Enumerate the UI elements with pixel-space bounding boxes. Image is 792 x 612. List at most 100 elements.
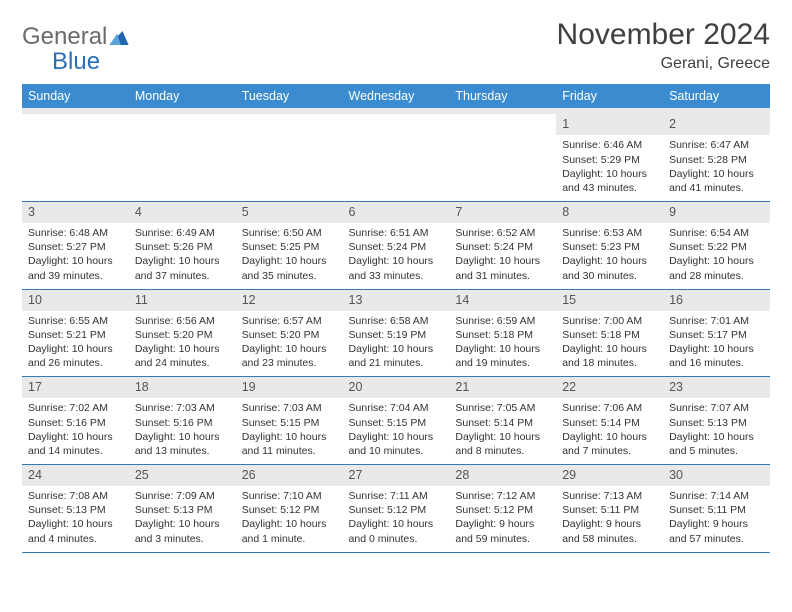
day-number: 26 — [236, 465, 343, 486]
day-number: 10 — [22, 290, 129, 311]
day-number: 20 — [343, 377, 450, 398]
week-row: 17Sunrise: 7:02 AMSunset: 5:16 PMDayligh… — [22, 377, 770, 465]
day-cell: 25Sunrise: 7:09 AMSunset: 5:13 PMDayligh… — [129, 465, 236, 553]
week-row: 3Sunrise: 6:48 AMSunset: 5:27 PMDaylight… — [22, 202, 770, 290]
day-cell: .. — [236, 114, 343, 201]
day-cell: 30Sunrise: 7:14 AMSunset: 5:11 PMDayligh… — [663, 465, 770, 553]
dow-cell: Saturday — [663, 84, 770, 108]
day-details: Sunrise: 7:12 AMSunset: 5:12 PMDaylight:… — [449, 486, 556, 552]
dow-cell: Sunday — [22, 84, 129, 108]
day-number: 5 — [236, 202, 343, 223]
day-number: 12 — [236, 290, 343, 311]
week-row: 10Sunrise: 6:55 AMSunset: 5:21 PMDayligh… — [22, 289, 770, 377]
day-cell: .. — [449, 114, 556, 201]
week-row: 24Sunrise: 7:08 AMSunset: 5:13 PMDayligh… — [22, 465, 770, 553]
day-cell: 18Sunrise: 7:03 AMSunset: 5:16 PMDayligh… — [129, 377, 236, 465]
day-cell: 22Sunrise: 7:06 AMSunset: 5:14 PMDayligh… — [556, 377, 663, 465]
day-number: 11 — [129, 290, 236, 311]
day-details: Sunrise: 7:11 AMSunset: 5:12 PMDaylight:… — [343, 486, 450, 552]
dow-cell: Friday — [556, 84, 663, 108]
day-number: 22 — [556, 377, 663, 398]
day-cell: 12Sunrise: 6:57 AMSunset: 5:20 PMDayligh… — [236, 289, 343, 377]
day-details: Sunrise: 7:06 AMSunset: 5:14 PMDaylight:… — [556, 398, 663, 464]
day-number: 16 — [663, 290, 770, 311]
week-row: ..........1Sunrise: 6:46 AMSunset: 5:29 … — [22, 114, 770, 201]
dow-cell: Monday — [129, 84, 236, 108]
day-details: Sunrise: 7:03 AMSunset: 5:16 PMDaylight:… — [129, 398, 236, 464]
day-details: Sunrise: 6:47 AMSunset: 5:28 PMDaylight:… — [663, 135, 770, 201]
day-details: Sunrise: 7:02 AMSunset: 5:16 PMDaylight:… — [22, 398, 129, 464]
day-cell: 29Sunrise: 7:13 AMSunset: 5:11 PMDayligh… — [556, 465, 663, 553]
day-details: Sunrise: 7:09 AMSunset: 5:13 PMDaylight:… — [129, 486, 236, 552]
day-cell: 26Sunrise: 7:10 AMSunset: 5:12 PMDayligh… — [236, 465, 343, 553]
day-details: Sunrise: 6:57 AMSunset: 5:20 PMDaylight:… — [236, 311, 343, 377]
month-title: November 2024 — [557, 18, 770, 51]
brand-text-2: Blue — [52, 48, 100, 75]
day-number: 6 — [343, 202, 450, 223]
day-details: Sunrise: 6:51 AMSunset: 5:24 PMDaylight:… — [343, 223, 450, 289]
day-details: Sunrise: 6:52 AMSunset: 5:24 PMDaylight:… — [449, 223, 556, 289]
day-details: Sunrise: 6:59 AMSunset: 5:18 PMDaylight:… — [449, 311, 556, 377]
day-details: Sunrise: 6:56 AMSunset: 5:20 PMDaylight:… — [129, 311, 236, 377]
day-cell: 16Sunrise: 7:01 AMSunset: 5:17 PMDayligh… — [663, 289, 770, 377]
day-cell: 9Sunrise: 6:54 AMSunset: 5:22 PMDaylight… — [663, 202, 770, 290]
day-number: 14 — [449, 290, 556, 311]
day-details: Sunrise: 6:55 AMSunset: 5:21 PMDaylight:… — [22, 311, 129, 377]
title-block: November 2024 Gerani, Greece — [557, 18, 770, 73]
day-number: 30 — [663, 465, 770, 486]
day-details: Sunrise: 6:53 AMSunset: 5:23 PMDaylight:… — [556, 223, 663, 289]
day-number: 19 — [236, 377, 343, 398]
day-cell: .. — [129, 114, 236, 201]
day-number: 27 — [343, 465, 450, 486]
day-details: Sunrise: 7:00 AMSunset: 5:18 PMDaylight:… — [556, 311, 663, 377]
day-cell: 21Sunrise: 7:05 AMSunset: 5:14 PMDayligh… — [449, 377, 556, 465]
day-details: Sunrise: 7:05 AMSunset: 5:14 PMDaylight:… — [449, 398, 556, 464]
day-cell: 6Sunrise: 6:51 AMSunset: 5:24 PMDaylight… — [343, 202, 450, 290]
day-details: Sunrise: 7:03 AMSunset: 5:15 PMDaylight:… — [236, 398, 343, 464]
day-details: Sunrise: 7:10 AMSunset: 5:12 PMDaylight:… — [236, 486, 343, 552]
day-cell: 14Sunrise: 6:59 AMSunset: 5:18 PMDayligh… — [449, 289, 556, 377]
brand-text-1: General — [22, 23, 107, 50]
day-number: 4 — [129, 202, 236, 223]
day-cell: 13Sunrise: 6:58 AMSunset: 5:19 PMDayligh… — [343, 289, 450, 377]
day-cell: 20Sunrise: 7:04 AMSunset: 5:15 PMDayligh… — [343, 377, 450, 465]
day-number: 8 — [556, 202, 663, 223]
day-cell: 19Sunrise: 7:03 AMSunset: 5:15 PMDayligh… — [236, 377, 343, 465]
day-number: 15 — [556, 290, 663, 311]
day-number: 21 — [449, 377, 556, 398]
day-cell: 3Sunrise: 6:48 AMSunset: 5:27 PMDaylight… — [22, 202, 129, 290]
day-number: 3 — [22, 202, 129, 223]
day-number: 25 — [129, 465, 236, 486]
day-number: 1 — [556, 114, 663, 135]
day-cell: 15Sunrise: 7:00 AMSunset: 5:18 PMDayligh… — [556, 289, 663, 377]
location: Gerani, Greece — [557, 55, 770, 73]
day-cell: 1Sunrise: 6:46 AMSunset: 5:29 PMDaylight… — [556, 114, 663, 201]
day-details: Sunrise: 6:54 AMSunset: 5:22 PMDaylight:… — [663, 223, 770, 289]
day-cell: 17Sunrise: 7:02 AMSunset: 5:16 PMDayligh… — [22, 377, 129, 465]
day-details: Sunrise: 6:48 AMSunset: 5:27 PMDaylight:… — [22, 223, 129, 289]
day-cell: 2Sunrise: 6:47 AMSunset: 5:28 PMDaylight… — [663, 114, 770, 201]
day-number: 9 — [663, 202, 770, 223]
day-details: Sunrise: 6:58 AMSunset: 5:19 PMDaylight:… — [343, 311, 450, 377]
day-number: 2 — [663, 114, 770, 135]
day-cell: 23Sunrise: 7:07 AMSunset: 5:13 PMDayligh… — [663, 377, 770, 465]
day-cell: .. — [343, 114, 450, 201]
day-details: Sunrise: 6:50 AMSunset: 5:25 PMDaylight:… — [236, 223, 343, 289]
dow-row: SundayMondayTuesdayWednesdayThursdayFrid… — [22, 84, 770, 108]
calendar-page: GeneralBlue November 2024 Gerani, Greece… — [0, 0, 792, 571]
calendar-table: SundayMondayTuesdayWednesdayThursdayFrid… — [22, 84, 770, 552]
day-details: Sunrise: 7:14 AMSunset: 5:11 PMDaylight:… — [663, 486, 770, 552]
day-details: Sunrise: 6:49 AMSunset: 5:26 PMDaylight:… — [129, 223, 236, 289]
day-number: 23 — [663, 377, 770, 398]
day-details: Sunrise: 7:13 AMSunset: 5:11 PMDaylight:… — [556, 486, 663, 552]
day-number: 29 — [556, 465, 663, 486]
day-number: 18 — [129, 377, 236, 398]
day-number: 17 — [22, 377, 129, 398]
day-cell: 11Sunrise: 6:56 AMSunset: 5:20 PMDayligh… — [129, 289, 236, 377]
brand-triangle-icon — [109, 24, 129, 49]
calendar-body: ..........1Sunrise: 6:46 AMSunset: 5:29 … — [22, 108, 770, 552]
day-details: Sunrise: 7:08 AMSunset: 5:13 PMDaylight:… — [22, 486, 129, 552]
brand-logo: GeneralBlue — [22, 24, 129, 74]
day-details: Sunrise: 7:07 AMSunset: 5:13 PMDaylight:… — [663, 398, 770, 464]
day-cell: 7Sunrise: 6:52 AMSunset: 5:24 PMDaylight… — [449, 202, 556, 290]
